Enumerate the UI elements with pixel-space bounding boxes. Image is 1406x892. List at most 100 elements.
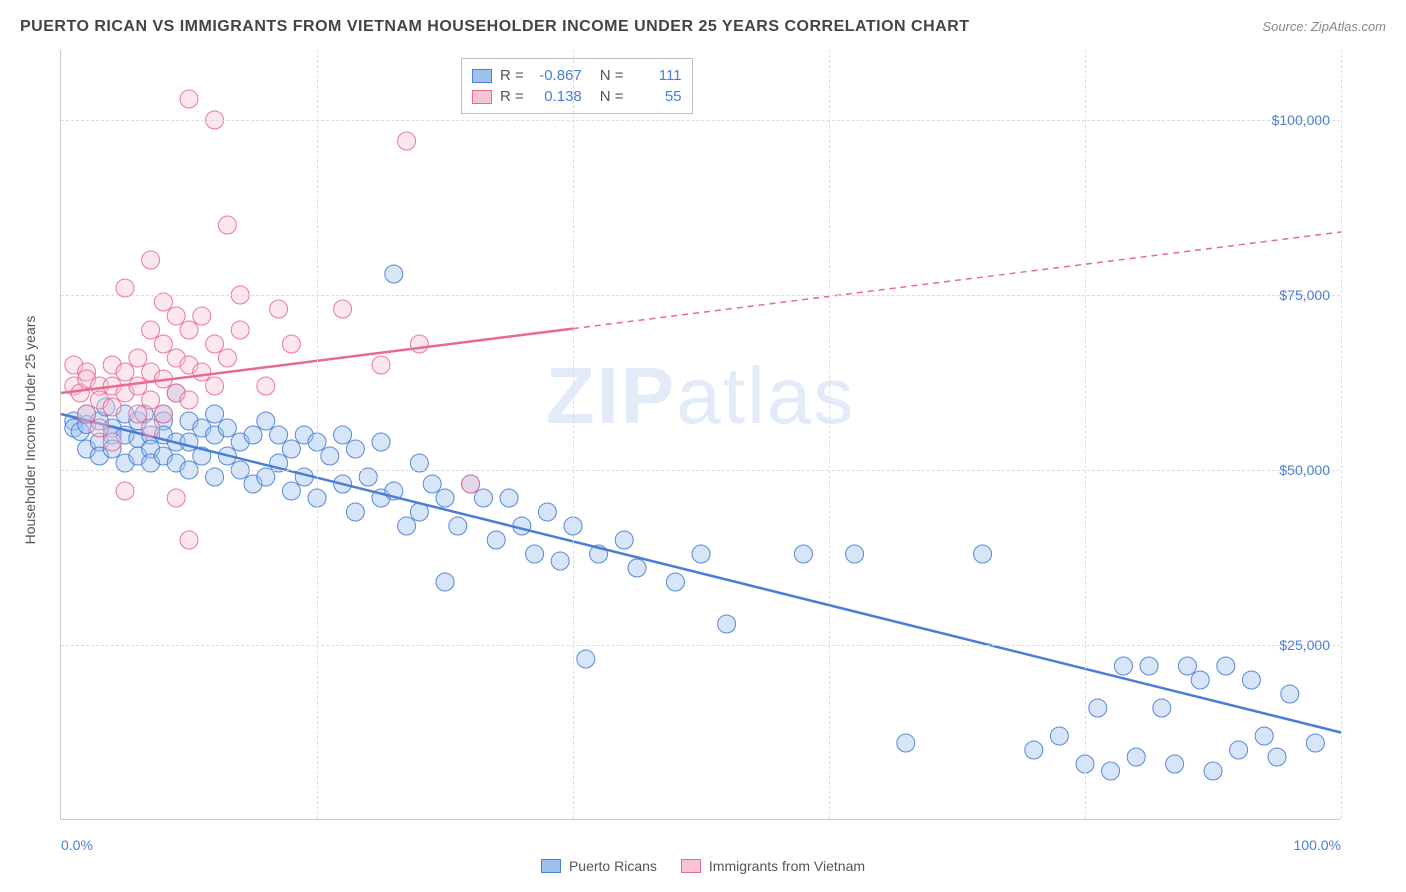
data-point <box>1242 671 1260 689</box>
data-point <box>385 265 403 283</box>
xtick-label: 100.0% <box>1294 837 1341 853</box>
data-point <box>1050 727 1068 745</box>
data-point <box>615 531 633 549</box>
data-point <box>500 489 518 507</box>
data-point <box>462 475 480 493</box>
trend-line-dashed <box>573 232 1341 329</box>
data-point <box>129 405 147 423</box>
data-point <box>116 482 134 500</box>
data-point <box>1178 657 1196 675</box>
data-point <box>449 517 467 535</box>
ytick-label: $75,000 <box>1279 287 1330 303</box>
data-point <box>474 489 492 507</box>
data-point <box>1089 699 1107 717</box>
data-point <box>206 335 224 353</box>
gridline-y <box>61 120 1340 121</box>
chart-container: PUERTO RICAN VS IMMIGRANTS FROM VIETNAM … <box>0 0 1406 892</box>
r-value-1: 0.138 <box>532 88 582 105</box>
data-point <box>410 335 428 353</box>
gridline-x <box>1341 50 1342 819</box>
data-point <box>78 405 96 423</box>
gridline-y <box>61 295 1340 296</box>
trend-line-solid <box>61 414 1341 733</box>
data-point <box>103 433 121 451</box>
data-point <box>1191 671 1209 689</box>
data-point <box>846 545 864 563</box>
data-point <box>206 405 224 423</box>
data-point <box>1025 741 1043 759</box>
ytick-label: $50,000 <box>1279 462 1330 478</box>
r-value-0: -0.867 <box>532 67 582 84</box>
data-point <box>180 321 198 339</box>
stats-row-1: R = 0.138 N = 55 <box>472 86 682 107</box>
data-point <box>142 321 160 339</box>
swatch-series-1 <box>472 90 492 104</box>
data-point <box>218 419 236 437</box>
data-point <box>398 132 416 150</box>
data-point <box>1281 685 1299 703</box>
data-point <box>1268 748 1286 766</box>
data-point <box>551 552 569 570</box>
data-point <box>90 419 108 437</box>
chart-title: PUERTO RICAN VS IMMIGRANTS FROM VIETNAM … <box>20 18 970 36</box>
data-point <box>398 517 416 535</box>
data-point <box>129 349 147 367</box>
plot-area: ZIPatlas R = -0.867 N = 111 R = 0.138 N … <box>60 50 1340 820</box>
data-point <box>154 335 172 353</box>
data-point <box>167 489 185 507</box>
data-point <box>526 545 544 563</box>
data-point <box>282 440 300 458</box>
n-value-1: 55 <box>632 88 682 105</box>
data-point <box>193 307 211 325</box>
data-point <box>1166 755 1184 773</box>
data-point <box>1102 762 1120 780</box>
data-point <box>142 251 160 269</box>
ytick-label: $100,000 <box>1272 112 1330 128</box>
data-point <box>321 447 339 465</box>
data-point <box>1306 734 1324 752</box>
gridline-x <box>573 50 574 819</box>
gridline-x <box>317 50 318 819</box>
data-point <box>116 363 134 381</box>
r-label: R = <box>500 88 524 105</box>
xtick-label: 0.0% <box>61 837 93 853</box>
data-point <box>1153 699 1171 717</box>
data-point <box>577 650 595 668</box>
data-point <box>206 377 224 395</box>
legend-label-0: Puerto Ricans <box>569 858 657 874</box>
data-point <box>436 489 454 507</box>
gridline-x <box>829 50 830 819</box>
legend-swatch-0 <box>541 859 561 873</box>
data-point <box>1127 748 1145 766</box>
data-point <box>718 615 736 633</box>
legend-item-0: Puerto Ricans <box>541 858 657 874</box>
data-point <box>372 356 390 374</box>
data-point <box>154 405 172 423</box>
y-axis-label: Householder Income Under 25 years <box>22 316 38 545</box>
data-point <box>282 482 300 500</box>
data-point <box>334 300 352 318</box>
chart-svg <box>61 50 1341 820</box>
data-point <box>218 349 236 367</box>
legend-swatch-1 <box>681 859 701 873</box>
legend-label-1: Immigrants from Vietnam <box>709 858 865 874</box>
data-point <box>180 90 198 108</box>
data-point <box>1255 727 1273 745</box>
gridline-x <box>1085 50 1086 819</box>
data-point <box>1140 657 1158 675</box>
data-point <box>423 475 441 493</box>
data-point <box>103 398 121 416</box>
n-label: N = <box>600 67 624 84</box>
data-point <box>244 426 262 444</box>
data-point <box>538 503 556 521</box>
data-point <box>282 335 300 353</box>
data-point <box>257 377 275 395</box>
data-point <box>270 426 288 444</box>
data-point <box>628 559 646 577</box>
r-label: R = <box>500 67 524 84</box>
data-point <box>180 391 198 409</box>
data-point <box>897 734 915 752</box>
data-point <box>334 426 352 444</box>
source-label: Source: ZipAtlas.com <box>1262 19 1386 34</box>
data-point <box>1114 657 1132 675</box>
